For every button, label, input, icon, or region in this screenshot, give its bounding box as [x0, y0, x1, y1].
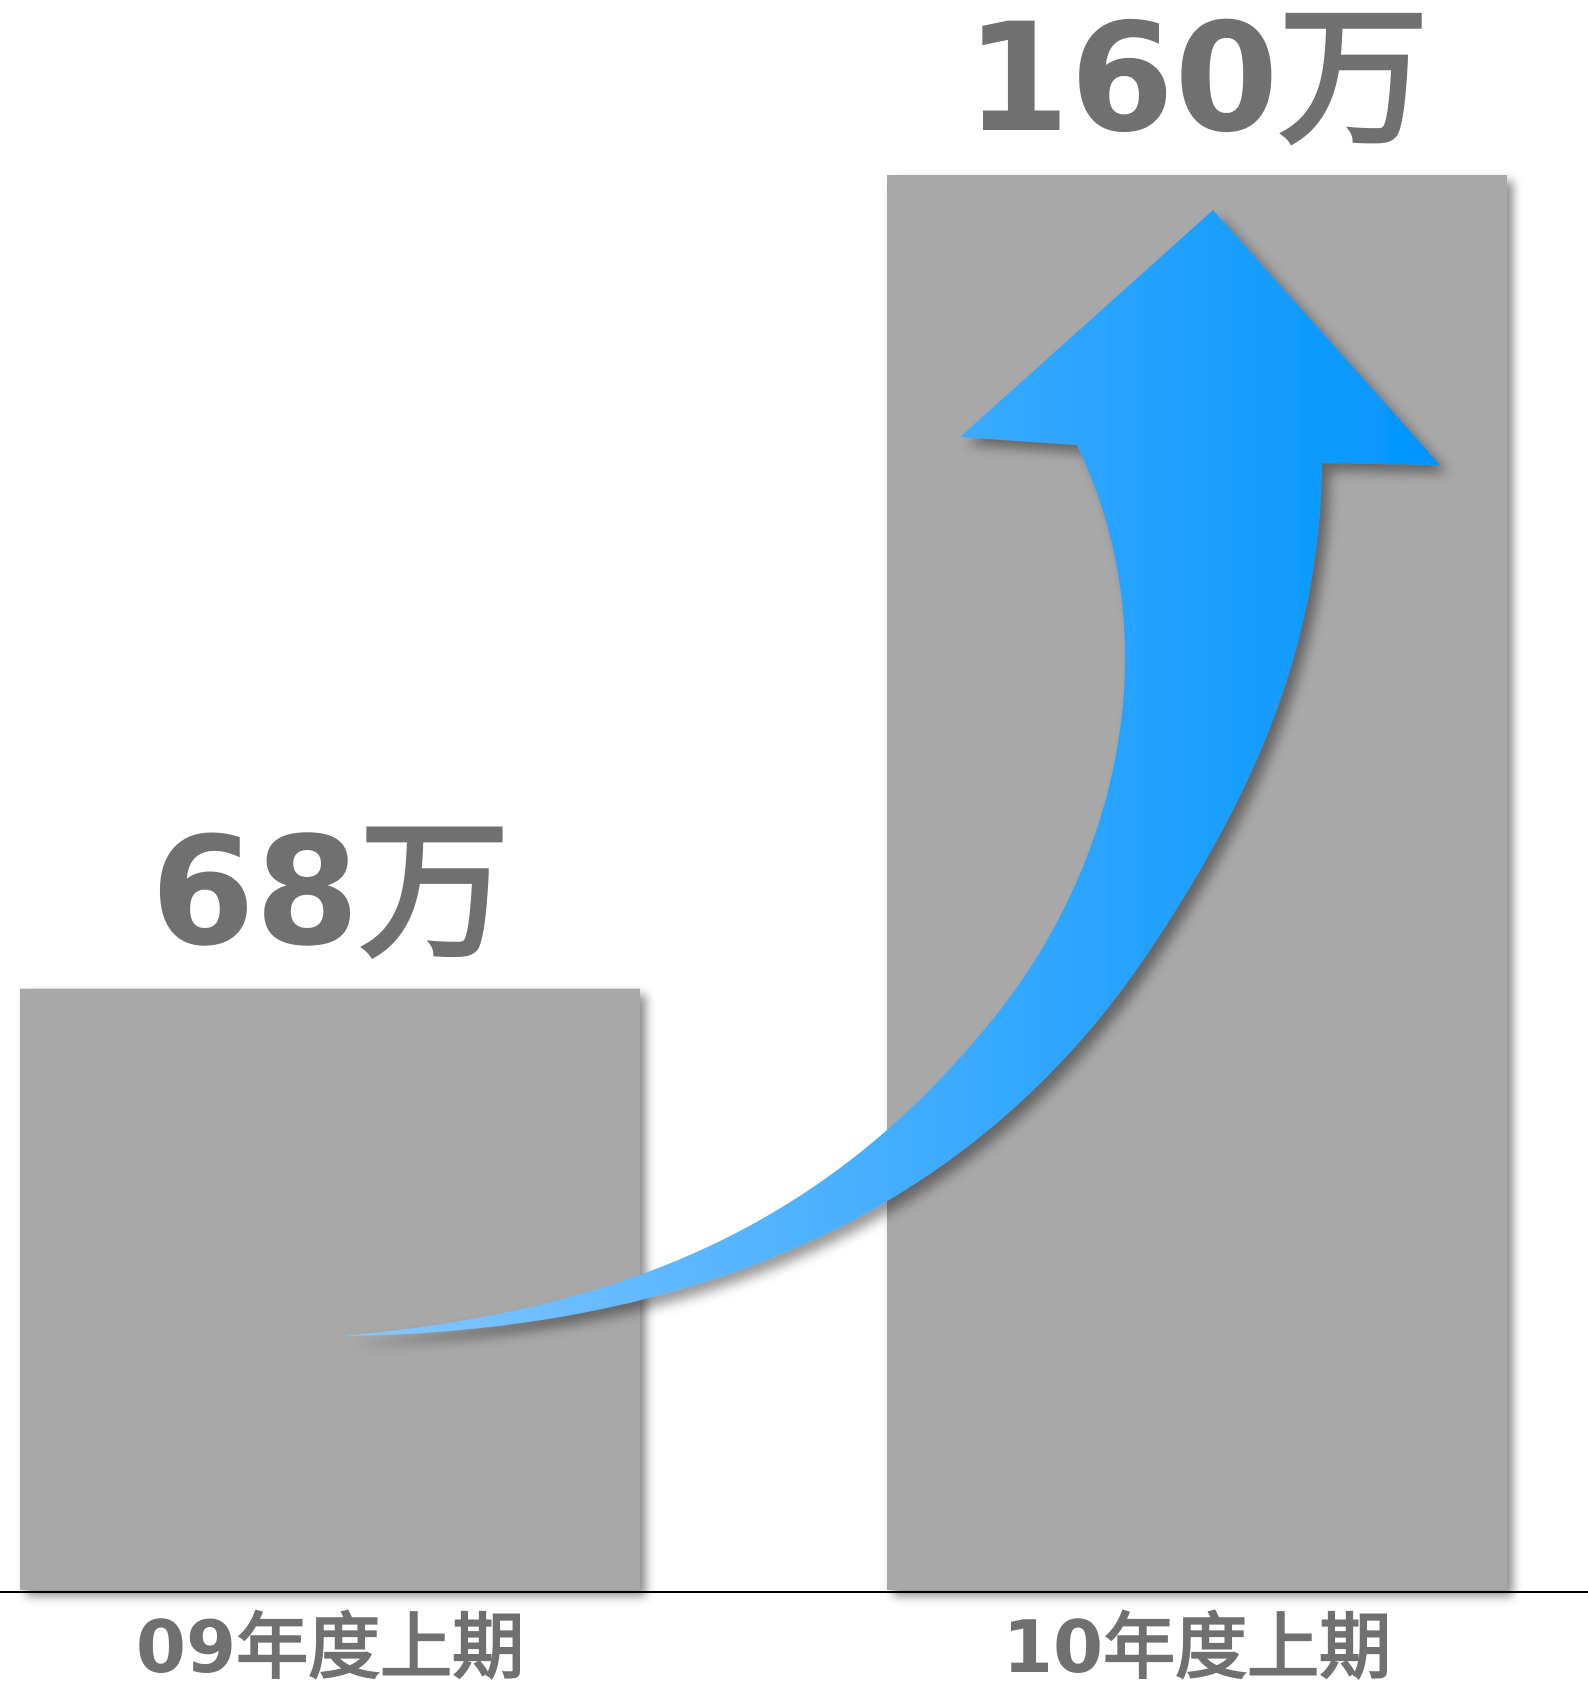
category-tick-label-1: 09年度上期	[136, 1605, 524, 1682]
labels-group: 68万 09年度上期 160万 10年度上期	[136, 0, 1429, 1682]
data-label-1: 68万	[151, 806, 510, 980]
category-tick-label-2: 10年度上期	[1003, 1605, 1391, 1682]
data-label-2: 160万	[965, 0, 1428, 166]
trend-arrow-icon	[344, 210, 1440, 1336]
bar-1	[20, 988, 640, 1590]
